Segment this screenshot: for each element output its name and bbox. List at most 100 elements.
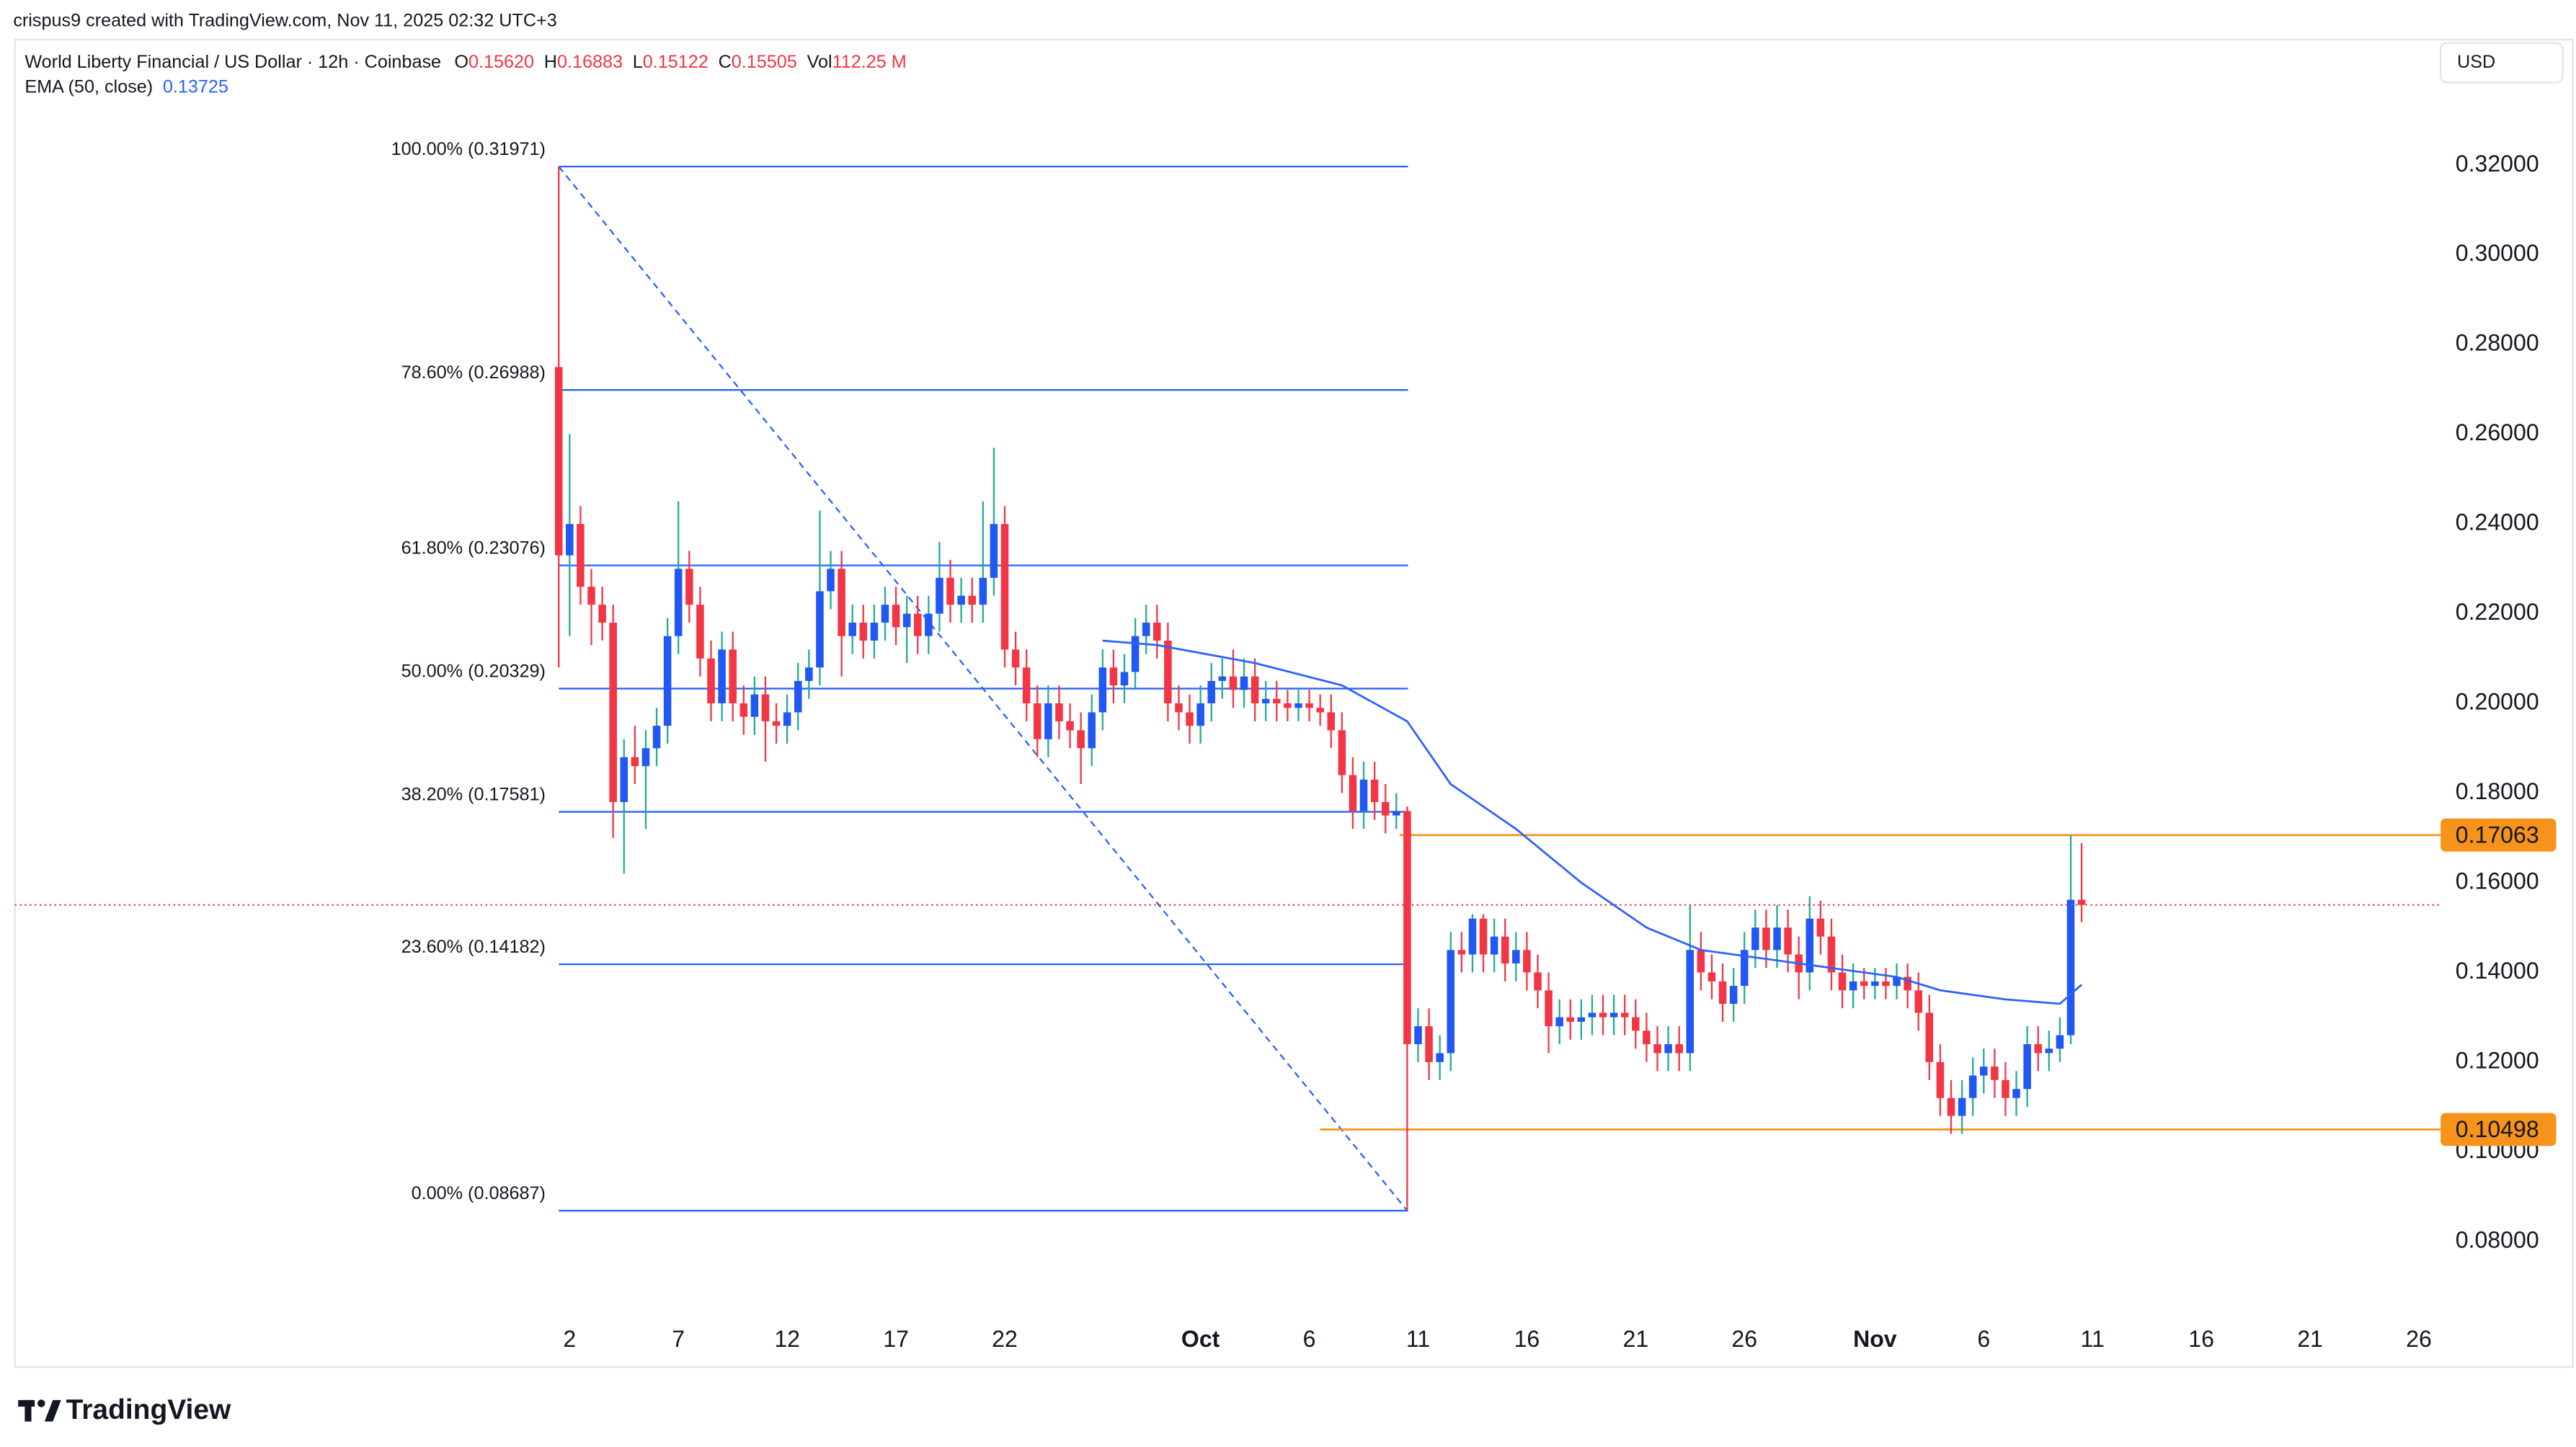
candle-body [2045,1048,2053,1054]
candle-body [936,577,943,614]
candle-body [1479,918,1488,955]
candle-body [1240,676,1248,690]
candle-body [794,680,802,713]
logo-mark [25,1399,32,1422]
candle-body [946,577,954,605]
candle-body [1403,811,1411,1044]
candle-body [838,569,845,636]
x-tick-label: 6 [1303,1326,1316,1352]
candle-body [902,613,911,628]
candle-body [577,524,585,587]
candle-body [1523,950,1531,973]
candle-body [2056,1035,2064,1049]
candle-body [2002,1079,2009,1098]
symbol-legend: World Liberty Financial / US Dollar · 12… [25,52,906,72]
candle-body [1088,712,1096,749]
candle-body [1218,676,1227,681]
candle-body [1545,990,1553,1027]
indicator-value: 0.13725 [163,76,228,97]
candle-body [1044,703,1052,739]
candle-body [1305,703,1313,708]
candle-body [859,623,868,641]
candle-body [1022,667,1031,704]
candle-body [1294,703,1302,708]
candle-body [1425,1026,1433,1062]
candle-body [1359,779,1368,811]
y-tick-label: 0.26000 [2456,419,2539,445]
price-level-label: 0.10498 [2456,1116,2539,1142]
candle-body [1707,972,1716,981]
candle-body [761,694,770,721]
candle-body [1980,1067,1988,1076]
stat-value: 0.15620 [468,52,534,72]
y-tick-label: 0.16000 [2456,868,2539,894]
y-tick-label: 0.24000 [2456,509,2539,535]
candle-body [1284,703,1292,708]
candle-body [816,591,824,668]
price-level-box [2440,818,2557,852]
attribution: crispus9 created with TradingView.com, N… [13,11,556,31]
candle-body [892,605,900,628]
candle-body [1327,712,1336,731]
stat-value: 0.16883 [557,52,623,72]
fib-label: 0.00% (0.08687) [412,1183,546,1203]
candle-body [1033,703,1041,739]
x-tick-label: 2 [563,1326,576,1352]
candle-body [979,577,987,605]
candle-body [1643,1030,1651,1044]
candle-body [1131,636,1140,672]
candle-body [1490,936,1498,955]
candle-body [1947,1098,1955,1116]
candle-body [957,595,965,605]
x-tick-label: 26 [1731,1326,1757,1352]
logo: TradingView [18,1394,231,1425]
candle-body [1000,524,1009,650]
candle-body [1261,698,1270,704]
y-tick-label: 0.14000 [2456,958,2539,984]
price-level-box [2440,1113,2557,1147]
candle-body [1077,730,1085,749]
candle-body [1393,811,1400,816]
ema-line [1102,639,2082,1005]
currency-box[interactable] [2439,42,2564,84]
fib-label: 38.20% (0.17581) [401,784,546,804]
x-tick-label: 21 [2297,1326,2323,1352]
candle-body [1066,721,1074,731]
candle-body [1991,1067,1999,1080]
candle-body [1849,981,1857,991]
candle-body [631,757,639,767]
candle-body [1784,927,1792,955]
stat-value: 0.15505 [732,52,797,72]
candle-body [1011,649,1020,668]
candle-body [1109,667,1118,686]
candle-body [1196,703,1204,726]
candle-body [1175,703,1183,713]
fib-label: 78.60% (0.26988) [401,362,546,383]
candle-body [1251,676,1259,704]
price-level-label: 0.17063 [2456,822,2539,848]
fib-label: 50.00% (0.20329) [401,661,546,681]
plot-frame [14,38,2574,1368]
x-tick-label: 6 [1977,1326,1990,1352]
candle-body [1273,698,1281,704]
candle-body [718,649,726,704]
candle-body [1501,936,1509,963]
logo-mark [44,1399,61,1422]
candle-body [1936,1061,1945,1098]
x-tick-label: 17 [883,1326,909,1352]
candle-body [1566,1017,1575,1022]
candle-body [1055,703,1063,721]
candle-body [598,605,606,623]
candle-body [641,748,650,767]
candle-body [729,649,737,704]
stat-key: L [633,52,643,72]
candle-body [1512,950,1520,963]
candle-body [1893,976,1901,987]
candle-body [663,636,672,726]
stat-key: C [719,52,732,72]
fib-label: 23.60% (0.14182) [401,937,546,957]
stat-value: 0.15122 [643,52,709,72]
x-tick-label: 21 [1622,1326,1648,1352]
candle-body [881,605,889,623]
